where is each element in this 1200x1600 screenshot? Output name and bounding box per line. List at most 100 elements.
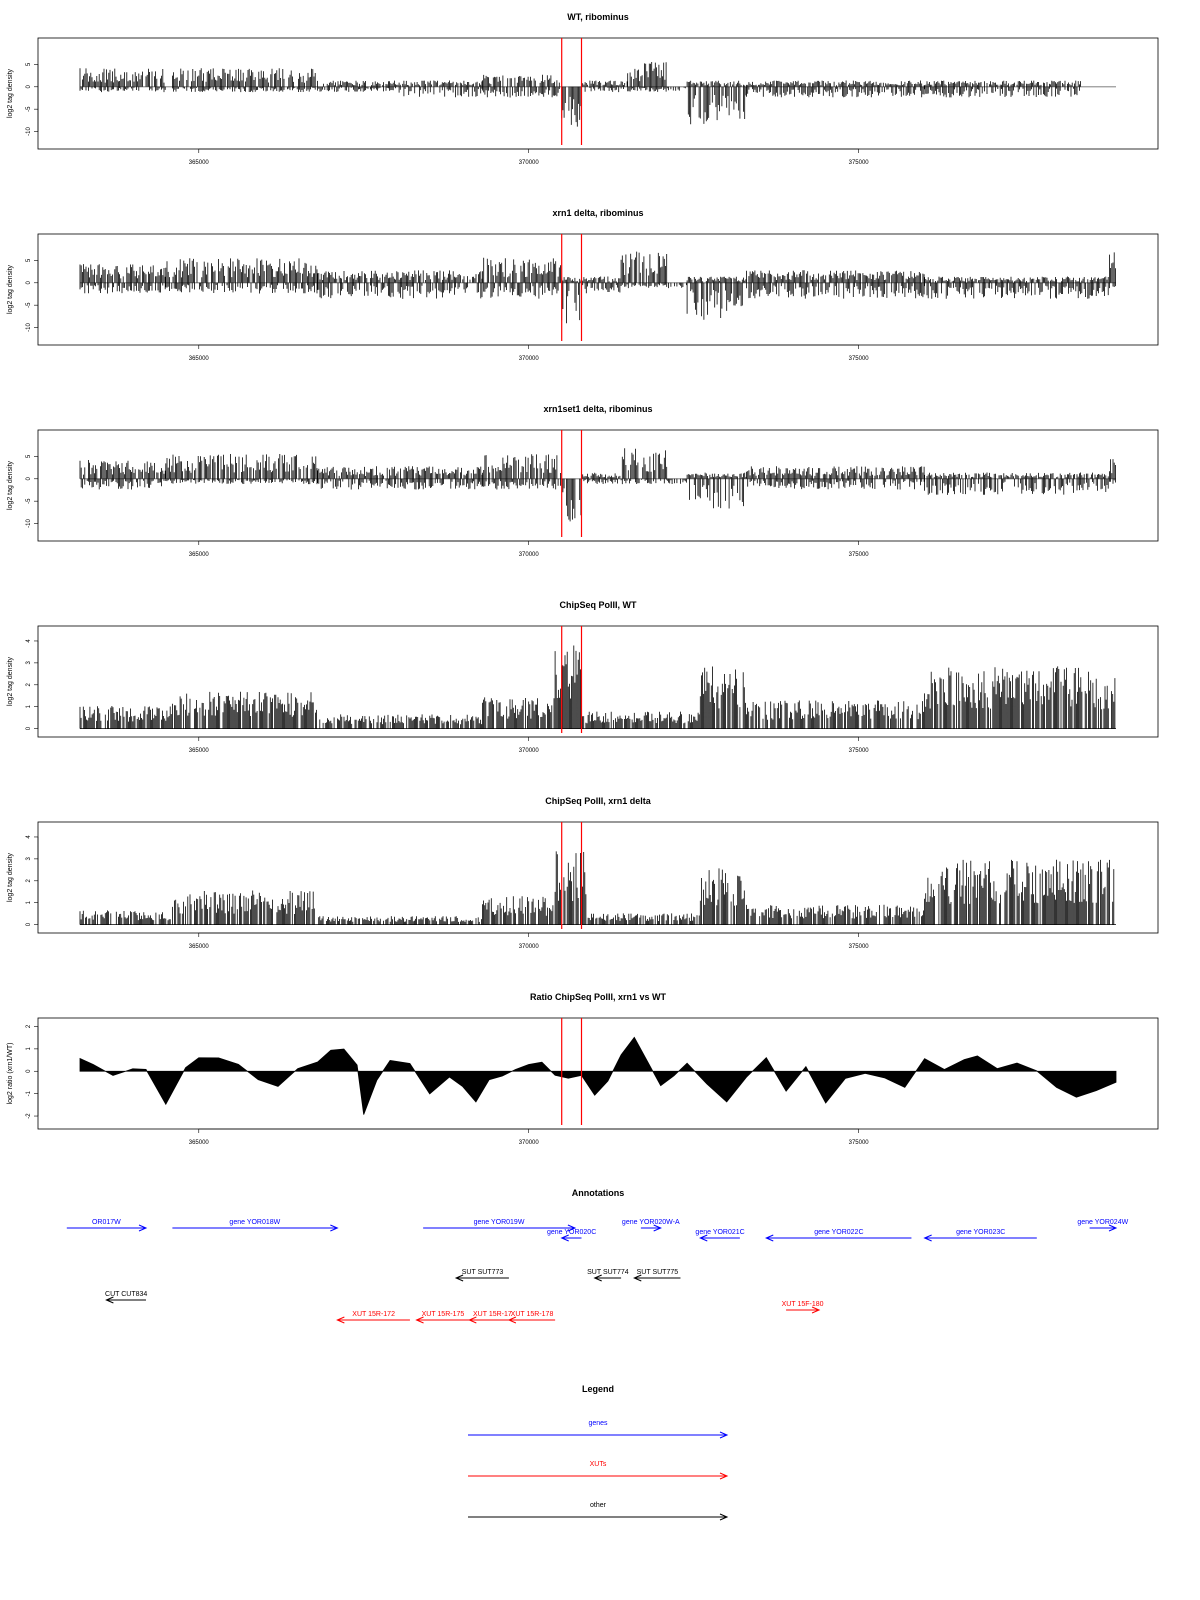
xut-arrow-head [468,1316,477,1324]
gene-label: gene YOR018W [229,1219,280,1226]
panel-title: ChipSeq PolII, WT [560,600,637,610]
panel-title: Ratio ChipSeq PolII, xrn1 vs WT [530,992,667,1002]
transcript-label: CUT CUT834 [105,1291,147,1298]
x-tick-label: 370000 [519,552,540,558]
xut-arrow-head [811,1306,821,1314]
y-tick-label: -2 [26,1113,32,1119]
panel-title: ChipSeq PolII, xrn1 delta [545,796,652,806]
gene-arrow-head [1108,1224,1118,1232]
annotations-track: Annotations OR017W gene YOR018W gene YOR019… [66,1188,1129,1324]
y-axis-label: log2 ratio (xrn1/WT) [7,1043,14,1105]
gene-arrow-head [923,1234,932,1242]
gene-arrow-head [330,1224,339,1232]
y-tick-label: 5 [26,62,32,66]
transcript-arrow-head [593,1274,602,1282]
panel-5: ChipSeq PolII, xrn1 delta log2 tag densit… [7,796,1159,950]
y-tick-label: 4 [26,639,32,643]
x-tick-label: 370000 [519,748,540,754]
x-tick-label: 365000 [189,748,210,754]
xut-label: XUT 15R-172 [352,1311,395,1318]
y-axis-label: log2 tag density [7,264,14,314]
transcript-arrow-head [105,1296,114,1304]
y-tick-label: 1 [26,900,32,904]
xut-arrow-head [336,1316,345,1324]
legend-label: other [590,1502,607,1509]
x-tick-label: 365000 [189,160,210,166]
xut-label: XUT 15R-17 [473,1311,512,1318]
y-tick-label: -1 [26,1090,32,1096]
y-tick-label: 2 [26,682,32,686]
x-tick-label: 370000 [519,1140,540,1146]
panel-3: xrn1set1 delta, ribominus log2 tag densit… [7,404,1159,558]
y-tick-label: 1 [26,704,32,708]
gene-arrow-head [699,1234,708,1242]
density-bars [79,62,1081,127]
legend-arrowhead [719,1513,729,1521]
gene-label: gene YOR022C [814,1229,863,1236]
x-tick-label: 365000 [189,356,210,362]
legend-label: XUTs [590,1461,607,1468]
xut-label: XUT 15F-180 [782,1301,824,1308]
x-tick-label: 375000 [849,1140,870,1146]
data-bars [79,645,1116,730]
y-tick-label: 5 [26,454,32,458]
x-tick-label: 375000 [849,944,870,950]
panel-2: xrn1 delta, ribominus log2 tag density -10… [7,208,1159,362]
y-tick-label: 4 [26,835,32,839]
legend-title: Legend [582,1384,614,1394]
x-tick-label: 370000 [519,160,540,166]
x-tick-label: 375000 [849,552,870,558]
y-tick-label: 2 [26,1024,32,1028]
y-tick-label: -10 [26,323,32,332]
gene-label: OR017W [92,1219,121,1226]
density-bars [79,251,1116,324]
legend-label: genes [588,1420,608,1427]
y-axis-label: log2 tag density [7,852,14,902]
xut-label: XUT 15R-175 [422,1311,465,1318]
panel-4: ChipSeq PolII, WT log2 tag density 0 1 2 3 4 36… [7,600,1159,754]
gene-arrow-head [567,1224,577,1232]
y-tick-label: -5 [26,302,32,308]
plot-frame [37,429,1159,542]
panel-title: xrn1set1 delta, ribominus [543,404,652,414]
gene-arrow-head [138,1224,148,1232]
y-tick-label: 0 [26,476,32,480]
xut-label: XUT 15R-178 [511,1311,554,1318]
y-axis-label: log2 tag density [7,656,14,706]
legend-arrowhead [719,1472,729,1480]
legend-arrowhead [719,1431,729,1439]
y-axis-label: log2 tag density [7,460,14,510]
y-tick-label: 0 [26,1069,32,1073]
y-tick-label: 0 [26,84,32,88]
gene-label: gene YOR019W [474,1219,525,1226]
x-tick-label: 370000 [519,944,540,950]
chip-bars [79,851,1115,925]
y-tick-label: -10 [26,127,32,136]
y-tick-label: 0 [26,726,32,730]
transcript-arrow-head [454,1274,464,1282]
data-bars [79,1036,1117,1115]
density-bars [79,448,1116,522]
y-tick-label: -5 [26,106,32,112]
y-tick-label: 2 [26,878,32,882]
y-tick-label: 3 [26,857,32,861]
panel-6: Ratio ChipSeq PolII, xrn1 vs WT log2 rati… [7,992,1159,1146]
ratio-area [79,1036,1117,1115]
data-bars [79,62,1116,127]
transcript-arrow-head [633,1274,642,1282]
gene-label: gene YOR024W [1077,1219,1128,1226]
x-tick-label: 375000 [849,160,870,166]
y-tick-label: 5 [26,258,32,262]
x-tick-label: 370000 [519,356,540,362]
gene-label: gene YOR020C [547,1229,596,1236]
gene-label: gene YOR020W-A [622,1219,680,1226]
transcript-label: SUT SUT773 [462,1269,504,1276]
y-axis-label: log2 tag density [7,68,14,118]
data-bars [79,448,1116,522]
x-tick-label: 365000 [189,552,210,558]
transcript-label: SUT SUT775 [637,1269,679,1276]
y-tick-label: -10 [26,519,32,528]
y-tick-label: 1 [26,1047,32,1051]
data-bars [79,251,1116,324]
gene-label: gene YOR021C [695,1229,744,1236]
